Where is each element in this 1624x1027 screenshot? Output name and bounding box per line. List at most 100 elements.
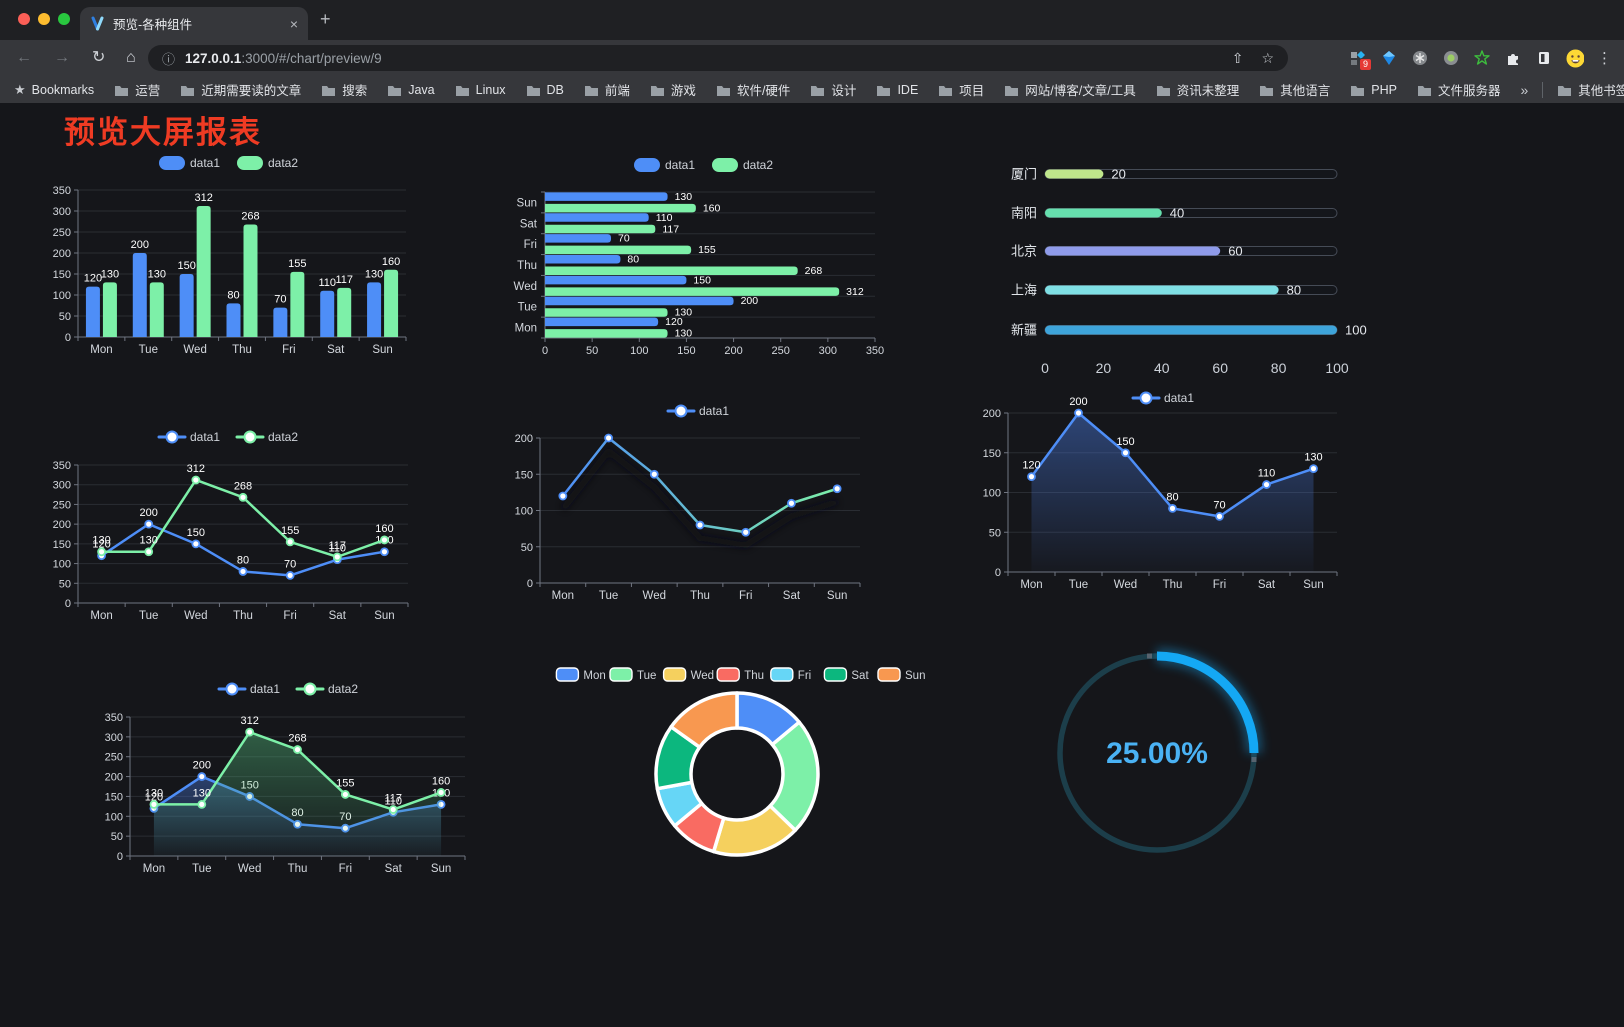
close-window-button[interactable] bbox=[18, 13, 30, 25]
svg-text:0: 0 bbox=[65, 332, 71, 344]
bookmark-folder-7[interactable]: 游戏 bbox=[650, 80, 696, 99]
back-icon[interactable]: ← bbox=[16, 49, 32, 66]
svg-text:150: 150 bbox=[105, 791, 123, 803]
bookmark-star-icon[interactable]: ☆ bbox=[1261, 49, 1274, 66]
green-dot-extension-icon[interactable] bbox=[1442, 49, 1460, 67]
extensions-puzzle-icon[interactable] bbox=[1504, 49, 1522, 67]
home-icon[interactable]: ⌂ bbox=[126, 49, 136, 66]
svg-text:Wed: Wed bbox=[691, 670, 714, 682]
bookmark-folder-1[interactable]: 近期需要读的文章 bbox=[180, 80, 301, 99]
share-icon[interactable]: ⇧ bbox=[1231, 49, 1244, 66]
other-bookmarks-folder[interactable]: 其他书签 bbox=[1557, 80, 1624, 99]
chart-bar-grouped[interactable]: data1 data2 0 50 100 150 200 250 300 350 Mon Tue Wed… bbox=[40, 150, 420, 365]
svg-text:110: 110 bbox=[318, 277, 336, 289]
bookmark-folder-0[interactable]: 运营 bbox=[114, 80, 160, 99]
folder-icon bbox=[115, 85, 129, 96]
extension-grid-icon[interactable]: 9 bbox=[1349, 49, 1372, 71]
svg-text:150: 150 bbox=[1116, 436, 1134, 448]
svg-text:0: 0 bbox=[542, 345, 548, 357]
bookmarks-overflow-chevron[interactable]: » bbox=[1520, 81, 1529, 98]
bookmark-folder-5[interactable]: DB bbox=[526, 80, 564, 99]
folder-icon bbox=[650, 85, 664, 96]
svg-text:80: 80 bbox=[1271, 360, 1287, 376]
svg-text:130: 130 bbox=[675, 328, 693, 340]
svg-text:200: 200 bbox=[53, 248, 71, 260]
forward-icon[interactable]: → bbox=[54, 49, 70, 66]
svg-text:268: 268 bbox=[234, 480, 252, 492]
chart-bar-horizontal[interactable]: data1 data2 0 50 100 150 200 250 300 350 Sun 130 160… bbox=[505, 150, 905, 365]
folder-icon bbox=[388, 85, 402, 96]
bookmarks-manager-item[interactable]: ★ Bookmarks bbox=[14, 82, 94, 98]
reload-icon[interactable]: ↻ bbox=[92, 49, 106, 66]
url-host: 127.0.0.1 bbox=[185, 50, 242, 66]
svg-text:data1: data1 bbox=[1164, 391, 1194, 405]
bookmark-folder-14[interactable]: 其他语言 bbox=[1259, 80, 1330, 99]
minimize-window-button[interactable] bbox=[38, 13, 50, 25]
svg-text:200: 200 bbox=[53, 519, 71, 531]
svg-text:120: 120 bbox=[84, 273, 102, 285]
svg-text:40: 40 bbox=[1154, 360, 1170, 376]
bookmark-folder-4[interactable]: Linux bbox=[455, 80, 506, 99]
address-bar[interactable]: ⓘ 127.0.0.1:3000/#/chart/preview/9 ⇧ ☆ bbox=[148, 45, 1288, 71]
folder-icon bbox=[322, 85, 336, 96]
bookmark-folder-6[interactable]: 前端 bbox=[584, 80, 630, 99]
bookmark-folder-2[interactable]: 搜索 bbox=[321, 80, 367, 99]
bookmark-folder-12[interactable]: 网站/博客/文章/工具 bbox=[1004, 80, 1136, 99]
kite-extension-icon[interactable] bbox=[1380, 49, 1398, 67]
bookmark-folder-13[interactable]: 资讯未整理 bbox=[1156, 80, 1239, 99]
bookmark-folder-16[interactable]: 文件服务器 bbox=[1417, 80, 1500, 99]
browser-menu-icon[interactable]: ⋮ bbox=[1597, 50, 1612, 67]
chart-area-single[interactable]: data1 0 50 100 150 200 Mon Tue Wed Thu Fri Sat Sun 12… bbox=[975, 388, 1355, 600]
bookmark-folder-9[interactable]: 设计 bbox=[810, 80, 856, 99]
browser-tab[interactable]: 预览-各种组件 × bbox=[80, 7, 308, 40]
svg-text:0: 0 bbox=[65, 598, 71, 610]
svg-text:Sun: Sun bbox=[431, 863, 451, 875]
svg-text:120: 120 bbox=[145, 791, 163, 803]
svg-text:Tue: Tue bbox=[1069, 579, 1088, 591]
chart-donut[interactable]: Mon Tue Wed Thu Fri Sat Sun bbox=[545, 660, 935, 885]
svg-text:Tue: Tue bbox=[599, 590, 618, 602]
svg-text:60: 60 bbox=[1228, 244, 1242, 259]
site-info-icon[interactable]: ⓘ bbox=[162, 51, 176, 67]
device-toolbar-icon[interactable] bbox=[1535, 49, 1553, 67]
svg-text:data2: data2 bbox=[743, 158, 773, 172]
svg-text:Mon: Mon bbox=[583, 670, 605, 682]
svg-text:Mon: Mon bbox=[143, 863, 165, 875]
line-gradient-canvas: data1 0 50 100 150 200 Mon Tue Wed Thu Fri Sat Sun bbox=[515, 404, 861, 602]
svg-text:Wed: Wed bbox=[643, 590, 666, 602]
other-bookmarks-label: 其他书签 bbox=[1578, 84, 1624, 98]
bookmark-folder-10[interactable]: IDE bbox=[876, 80, 918, 99]
tab-close-icon[interactable]: × bbox=[289, 15, 298, 32]
svg-text:250: 250 bbox=[105, 752, 123, 764]
maximize-window-button[interactable] bbox=[58, 13, 70, 25]
svg-text:268: 268 bbox=[288, 733, 306, 745]
svg-text:312: 312 bbox=[187, 463, 205, 475]
chart-area-dual[interactable]: data1 data2 0 50 100 150 200 250 300 350 Mon Tue Wed… bbox=[100, 675, 480, 890]
chart-line-gradient[interactable]: data1 0 50 100 150 200 Mon Tue Wed Thu Fri Sat Sun bbox=[505, 400, 895, 612]
chart-progress-bars[interactable]: 厦门 20 南阳 40 北京 60 上海 80 新疆 100 0 20 40 60 80 100 bbox=[995, 150, 1375, 390]
green-star-extension-icon[interactable] bbox=[1473, 49, 1491, 67]
bookmark-folder-3[interactable]: Java bbox=[387, 80, 435, 99]
svg-text:0: 0 bbox=[995, 567, 1001, 579]
svg-text:70: 70 bbox=[274, 294, 286, 306]
svg-text:70: 70 bbox=[618, 233, 630, 245]
bookmark-folder-11[interactable]: 项目 bbox=[938, 80, 984, 99]
folder-icon bbox=[181, 85, 195, 96]
chart-line-dual[interactable]: data1 data2 0 50 100 150 200 250 300 350 Mon Tue Wed… bbox=[40, 425, 420, 637]
new-tab-button[interactable]: + bbox=[320, 9, 331, 29]
svg-text:Tue: Tue bbox=[637, 670, 656, 682]
svg-text:Wed: Wed bbox=[238, 863, 261, 875]
svg-text:268: 268 bbox=[805, 265, 823, 277]
chart-gauge[interactable]: 25.00% bbox=[1040, 640, 1280, 870]
svg-text:120: 120 bbox=[665, 316, 683, 328]
area-dual-canvas: data1 data2 0 50 100 150 200 250 300 350 Mon Tue Wed… bbox=[105, 682, 466, 875]
svg-text:117: 117 bbox=[335, 274, 353, 286]
snowflake-extension-icon[interactable] bbox=[1411, 49, 1429, 67]
bookmark-folder-8[interactable]: 软件/硬件 bbox=[716, 80, 790, 99]
svg-text:20: 20 bbox=[1096, 360, 1112, 376]
bookmark-folder-15[interactable]: PHP bbox=[1350, 80, 1397, 99]
profile-avatar[interactable] bbox=[1566, 49, 1584, 67]
svg-text:200: 200 bbox=[193, 760, 211, 772]
svg-text:160: 160 bbox=[703, 202, 721, 214]
svg-text:南阳: 南阳 bbox=[1011, 206, 1037, 221]
